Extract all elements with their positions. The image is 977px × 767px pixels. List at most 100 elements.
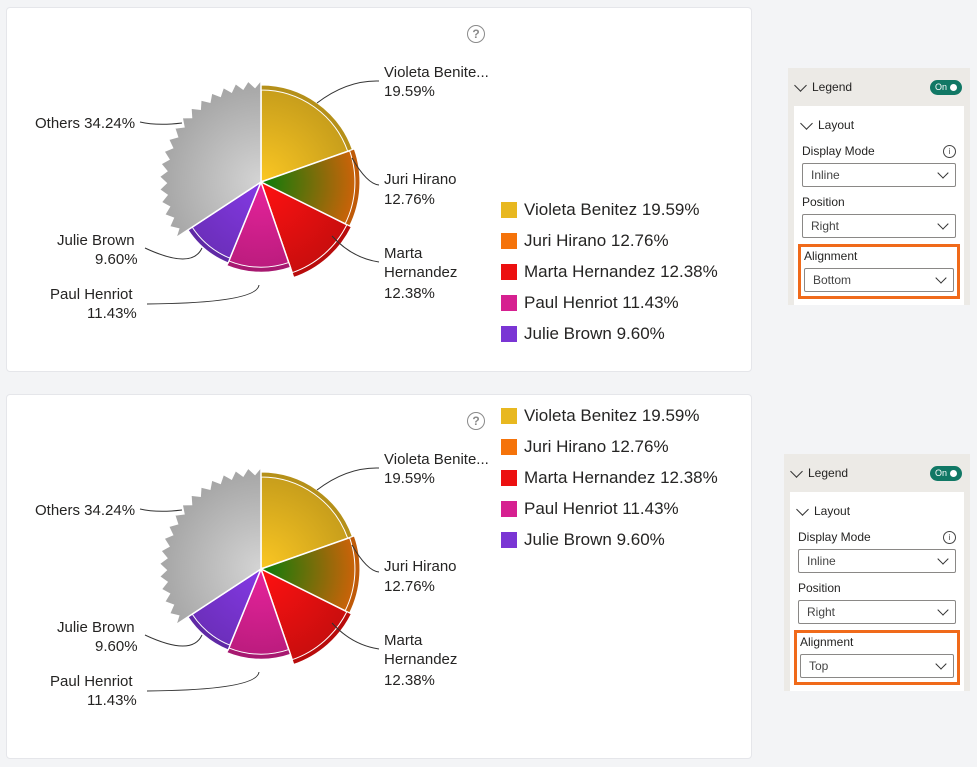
legend-section-header[interactable]: Legend On <box>788 68 970 106</box>
leader-line <box>144 634 203 647</box>
legend-text: Julie Brown 9.60% <box>524 324 665 343</box>
toggle-label: On <box>935 468 948 478</box>
chevron-down-icon <box>796 502 809 516</box>
legend-text: Violeta Benitez 19.59% <box>524 406 700 425</box>
legend-swatch <box>501 408 517 424</box>
legend-swatch <box>501 439 517 455</box>
pie-chart-1[interactable] <box>7 8 751 371</box>
legend-text: Marta Hernandez 12.38% <box>524 262 718 281</box>
label-paul-value: 11.43% <box>87 305 137 322</box>
label-juri-name: Juri Hirano <box>384 171 457 188</box>
layout-card: Layout Display Mode i Inline Position Rig… <box>790 492 964 691</box>
legend-item[interactable]: Julie Brown 9.60% <box>501 530 665 550</box>
position-label: Position <box>798 581 956 595</box>
position-select[interactable]: Right <box>802 214 956 238</box>
display-mode-select[interactable]: Inline <box>798 549 956 573</box>
alignment-value: Top <box>809 659 829 673</box>
pie-chart-2[interactable] <box>7 395 751 758</box>
legend-swatch <box>501 202 517 218</box>
position-value: Right <box>807 605 836 619</box>
label-juri-value: 12.76% <box>384 578 435 595</box>
legend-item[interactable]: Violeta Benitez 19.59% <box>501 200 699 220</box>
legend-item[interactable]: Paul Henriot 11.43% <box>501 499 679 519</box>
pie-slice-rim <box>291 611 352 666</box>
alignment-label: Alignment <box>804 249 954 263</box>
label-marta-name-1: Marta <box>384 632 423 649</box>
legend-swatch <box>501 326 517 342</box>
display-mode-select[interactable]: Inline <box>802 163 956 187</box>
legend-item[interactable]: Juri Hirano 12.76% <box>501 437 669 457</box>
label-paul-value: 11.43% <box>87 692 137 709</box>
legend-item[interactable]: Violeta Benitez 19.59% <box>501 406 699 426</box>
legend-item[interactable]: Marta Hernandez 12.38% <box>501 262 718 282</box>
label-julie-name: Julie Brown <box>57 232 135 249</box>
position-label: Position <box>802 195 956 209</box>
legend-item[interactable]: Julie Brown 9.60% <box>501 324 665 344</box>
chevron-down-icon <box>937 553 949 565</box>
legend-text: Juri Hirano 12.76% <box>524 231 669 250</box>
alignment-highlight: Alignment Top <box>794 630 960 685</box>
legend-item[interactable]: Paul Henriot 11.43% <box>501 293 679 313</box>
toggle-knob <box>950 83 958 91</box>
legend-swatch <box>501 532 517 548</box>
leader-line <box>146 671 260 692</box>
leader-line <box>316 80 380 104</box>
label-paul-name: Paul Henriot <box>50 673 133 690</box>
legend-text: Juri Hirano 12.76% <box>524 437 669 456</box>
legend-text: Violeta Benitez 19.59% <box>524 200 700 219</box>
chevron-down-icon <box>935 272 947 284</box>
pie-slice-others[interactable] <box>158 78 262 240</box>
label-juri-value: 12.76% <box>384 191 435 208</box>
info-icon[interactable]: i <box>943 530 956 544</box>
label-violeta-value: 19.59% <box>384 83 435 100</box>
alignment-highlight: Alignment Bottom <box>798 244 960 299</box>
legend-section-header[interactable]: Legend On <box>784 454 970 492</box>
legend-section-title: Legend <box>812 80 853 94</box>
display-mode-label: Display Mode i <box>802 144 956 158</box>
legend-toggle[interactable]: On <box>930 79 962 95</box>
label-violeta-value: 19.59% <box>384 470 435 487</box>
leader-line <box>139 508 183 512</box>
alignment-select[interactable]: Top <box>800 654 954 678</box>
legend-toggle[interactable]: On <box>930 465 962 481</box>
label-marta-name-2: Hernandez <box>384 264 458 281</box>
label-julie-name: Julie Brown <box>57 619 135 636</box>
help-icon[interactable]: ? <box>467 412 485 430</box>
layout-header[interactable]: Layout <box>796 500 956 522</box>
legend-item[interactable]: Marta Hernandez 12.38% <box>501 468 718 488</box>
toggle-label: On <box>935 82 948 92</box>
alignment-select[interactable]: Bottom <box>804 268 954 292</box>
display-mode-label: Display Mode i <box>798 530 956 544</box>
layout-title: Layout <box>818 118 855 132</box>
legend-swatch <box>501 470 517 486</box>
chevron-down-icon <box>937 218 949 230</box>
chevron-down-icon <box>794 78 807 92</box>
leader-line <box>316 467 380 491</box>
layout-title: Layout <box>814 504 851 518</box>
toggle-knob <box>950 469 958 477</box>
leader-line <box>144 247 203 260</box>
label-juri-name: Juri Hirano <box>384 558 457 575</box>
label-violeta-name: Violeta Benite... <box>384 64 489 81</box>
alignment-value: Bottom <box>813 273 852 287</box>
alignment-label: Alignment <box>800 635 954 649</box>
label-julie-value: 9.60% <box>95 251 138 268</box>
alignment-label-text: Alignment <box>804 249 858 263</box>
pie-slice-others[interactable] <box>158 465 262 627</box>
layout-card: Layout Display Mode i Inline Position Rig… <box>794 106 964 305</box>
position-select[interactable]: Right <box>798 600 956 624</box>
pie-chart-visual-1[interactable]: ? Others 34.24% Violeta Benite... 19.59%… <box>6 7 752 372</box>
pie-chart-visual-2[interactable]: ? Others 34.24% Violeta Benite... 19.59%… <box>6 394 752 759</box>
legend-item[interactable]: Juri Hirano 12.76% <box>501 231 669 251</box>
layout-header[interactable]: Layout <box>800 114 956 136</box>
legend-swatch <box>501 501 517 517</box>
leader-line <box>139 121 183 125</box>
legend-text: Marta Hernandez 12.38% <box>524 468 718 487</box>
info-icon[interactable]: i <box>943 144 956 158</box>
leader-line <box>331 235 380 263</box>
legend-swatch <box>501 264 517 280</box>
display-mode-value: Inline <box>811 168 840 182</box>
help-icon[interactable]: ? <box>467 25 485 43</box>
chevron-down-icon <box>790 464 803 478</box>
chevron-down-icon <box>937 167 949 179</box>
